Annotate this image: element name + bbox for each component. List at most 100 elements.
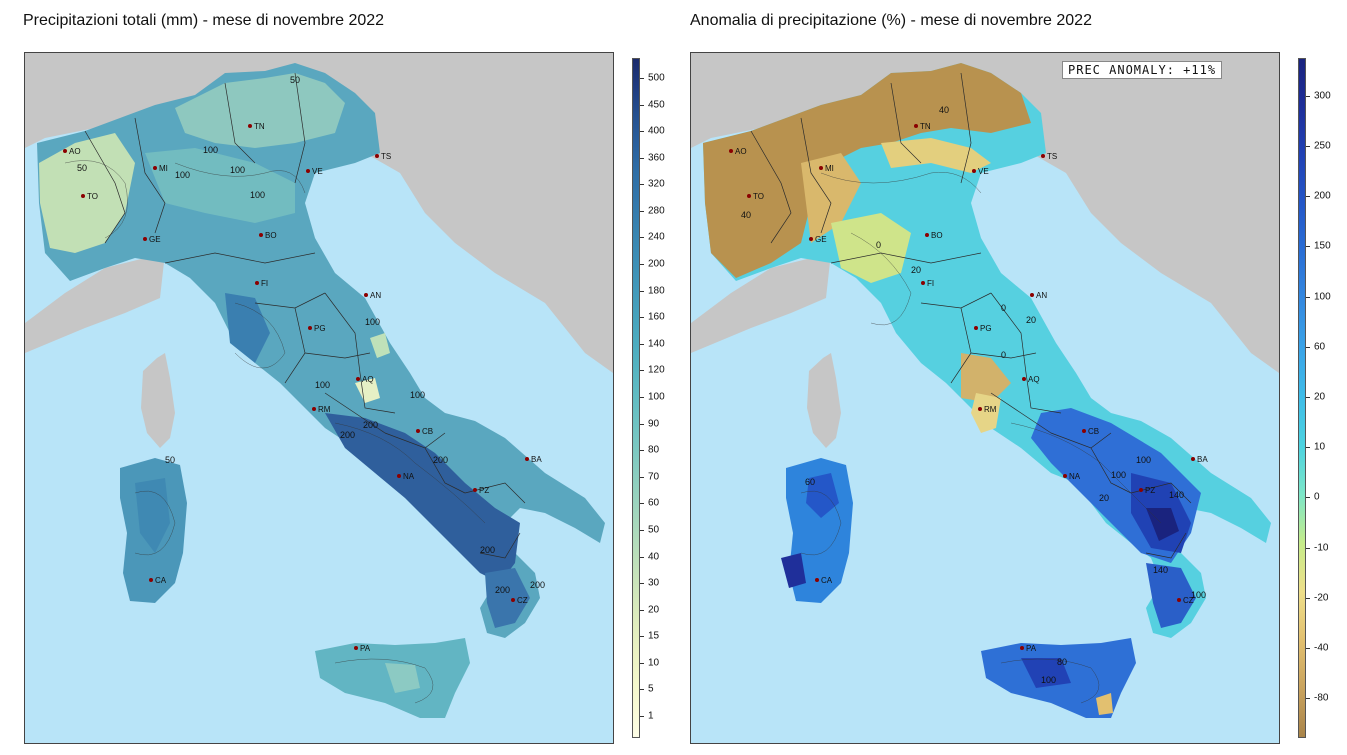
- city-marker: [1177, 598, 1181, 602]
- city-marker: [511, 598, 515, 602]
- city-marker: [63, 149, 67, 153]
- contour-label: 50: [290, 75, 300, 85]
- colorbar-label: 5: [648, 683, 654, 695]
- city-marker: [153, 166, 157, 170]
- city-marker: [364, 293, 368, 297]
- city-label: CA: [155, 576, 167, 585]
- colorbar-tick: [1306, 246, 1310, 248]
- colorbar-tick: [640, 343, 644, 345]
- city-marker: [81, 194, 85, 198]
- colorbar-label: 100: [1314, 291, 1331, 303]
- colorbar-label: 300: [1314, 90, 1331, 102]
- colorbar-label: 20: [1314, 391, 1326, 403]
- city-label: CA: [821, 576, 833, 585]
- colorbar-tick: [1306, 447, 1310, 449]
- city-marker: [729, 149, 733, 153]
- city-label: BO: [265, 231, 277, 240]
- contour-label: 20: [911, 265, 921, 275]
- colorbar-label: 160: [648, 311, 665, 323]
- city-marker: [1030, 293, 1034, 297]
- city-label: AQ: [362, 375, 374, 384]
- contour-label: 40: [939, 105, 949, 115]
- colorbar-label: 360: [648, 152, 665, 164]
- contour-label: 100: [175, 170, 190, 180]
- city-label: NA: [1069, 472, 1081, 481]
- colorbar-label: 320: [648, 178, 665, 190]
- colorbar-tick: [640, 450, 644, 452]
- city-label: MI: [159, 164, 168, 173]
- city-marker: [972, 169, 976, 173]
- city-marker: [914, 124, 918, 128]
- city-marker: [354, 646, 358, 650]
- contour-label: 100: [230, 165, 245, 175]
- colorbar-label: 40: [648, 551, 660, 563]
- city-label: AO: [735, 147, 747, 156]
- city-label: PZ: [1145, 486, 1155, 495]
- colorbar-label: 250: [1314, 140, 1331, 152]
- colorbar-label: 240: [648, 231, 665, 243]
- city-marker: [1020, 646, 1024, 650]
- city-marker: [356, 377, 360, 381]
- colorbar-tick: [640, 157, 644, 159]
- colorbar-tick: [640, 184, 644, 186]
- city-label: BA: [531, 455, 542, 464]
- contour-label: 100: [203, 145, 218, 155]
- colorbar-label: 90: [648, 418, 660, 430]
- colorbar-tick: [1306, 648, 1310, 650]
- contour-label: 200: [530, 580, 545, 590]
- colorbar-tick: [640, 370, 644, 372]
- city-marker: [248, 124, 252, 128]
- contour-label: 50: [165, 455, 175, 465]
- contour-label: 200: [433, 455, 448, 465]
- contour-label: 200: [340, 430, 355, 440]
- colorbar-tick: [1306, 698, 1310, 700]
- city-marker: [143, 237, 147, 241]
- city-label: RM: [984, 405, 997, 414]
- contour-label: 200: [363, 420, 378, 430]
- colorbar-label: 140: [648, 338, 665, 350]
- city-label: BA: [1197, 455, 1208, 464]
- colorbar-label: 280: [648, 205, 665, 217]
- colorbar-tick: [640, 237, 644, 239]
- city-label: GE: [815, 235, 827, 244]
- city-marker: [925, 233, 929, 237]
- city-label: VE: [312, 167, 323, 176]
- right-map-title: Anomalia di precipitazione (%) - mese di…: [690, 12, 1092, 29]
- anomaly-colorbar: [1298, 58, 1306, 738]
- contour-label: 100: [365, 317, 380, 327]
- city-label: AN: [370, 291, 381, 300]
- city-marker: [416, 429, 420, 433]
- contour-label: 140: [1169, 490, 1184, 500]
- city-marker: [921, 281, 925, 285]
- colorbar-label: 1: [648, 710, 654, 722]
- contour-label: 0: [1001, 303, 1006, 313]
- colorbar-tick: [1306, 346, 1310, 348]
- city-label: TS: [381, 152, 391, 161]
- city-label: TS: [1047, 152, 1057, 161]
- colorbar-label: -20: [1314, 592, 1329, 604]
- city-marker: [978, 407, 982, 411]
- colorbar-label: 180: [648, 285, 665, 297]
- contour-label: 0: [1001, 350, 1006, 360]
- colorbar-label: 20: [648, 604, 660, 616]
- colorbar-tick: [640, 317, 644, 319]
- contour-label: 100: [1136, 455, 1151, 465]
- city-label: NA: [403, 472, 415, 481]
- city-marker: [255, 281, 259, 285]
- colorbar-tick: [640, 503, 644, 505]
- city-label: PG: [314, 324, 326, 333]
- contour-label: 100: [410, 390, 425, 400]
- colorbar-tick: [640, 397, 644, 398]
- city-label: CZ: [1183, 596, 1194, 605]
- city-marker: [974, 326, 978, 330]
- colorbar-tick: [640, 77, 644, 79]
- city-label: TN: [254, 122, 265, 131]
- anomaly-summary-badge: PREC ANOMALY: +11%: [1062, 61, 1223, 79]
- colorbar-label: 50: [648, 524, 660, 536]
- contour-label: 100: [1111, 470, 1126, 480]
- colorbar-label: 200: [648, 258, 665, 270]
- city-marker: [397, 474, 401, 478]
- contour-label: 60: [805, 477, 815, 487]
- city-marker: [747, 194, 751, 198]
- contour-label: 200: [495, 585, 510, 595]
